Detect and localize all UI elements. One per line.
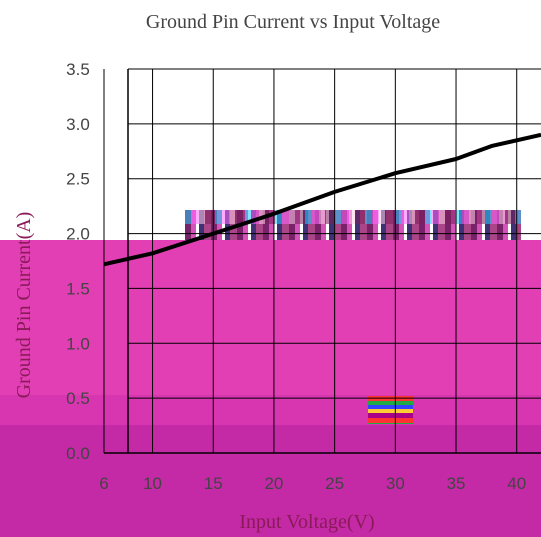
series-line <box>103 132 541 267</box>
x-tick-label: 6 <box>99 474 108 493</box>
chart-title: Ground Pin Current vs Input Voltage <box>146 11 440 33</box>
y-tick-label: 0.0 <box>66 444 90 463</box>
x-tick-label: 40 <box>507 474 526 493</box>
y-tick-label: 3.0 <box>66 115 90 134</box>
artifact-blob <box>368 396 413 424</box>
y-tick-label: 3.5 <box>66 60 90 79</box>
x-tick-label: 25 <box>325 474 344 493</box>
y-tick-label: 2.5 <box>66 170 90 189</box>
y-tick-label: 2.0 <box>66 225 90 244</box>
y-tick-label: 1.0 <box>66 334 90 353</box>
x-axis-label: Input Voltage(V) <box>239 511 374 533</box>
x-tick-label: 35 <box>447 474 466 493</box>
x-tick-label: 10 <box>143 474 162 493</box>
y-tick-label: 1.5 <box>66 279 90 298</box>
y-axis-label: Ground Pin Current(A) <box>13 212 35 399</box>
x-tick-label: 15 <box>204 474 223 493</box>
x-tick-label: 20 <box>264 474 283 493</box>
overlay-band <box>0 425 541 537</box>
y-tick-label: 0.5 <box>66 389 90 408</box>
x-tick-label: 30 <box>386 474 405 493</box>
